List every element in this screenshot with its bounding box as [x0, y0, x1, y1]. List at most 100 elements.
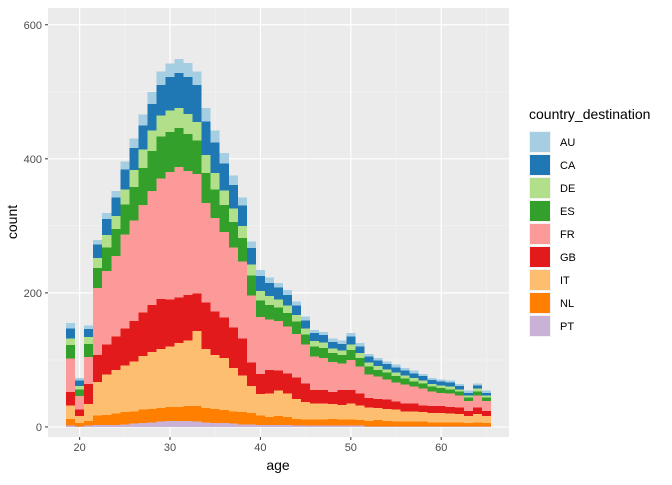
- series-NL: [66, 406, 491, 427]
- bar-PT-26: [129, 423, 139, 427]
- bar-FR-26: [129, 220, 139, 322]
- bar-NL-53: [373, 420, 383, 427]
- bar-AU-33: [192, 71, 202, 86]
- bar-AU-57: [409, 370, 419, 374]
- bar-NL-54: [382, 420, 392, 427]
- bar-CA-20: [75, 380, 85, 387]
- bar-FR-29: [156, 178, 166, 299]
- bar-GB-44: [292, 377, 302, 399]
- bar-AU-31: [174, 58, 184, 74]
- bar-IT-42: [273, 390, 284, 417]
- bar-CA-26: [129, 148, 139, 171]
- bar-ES-48: [328, 353, 338, 362]
- bar-DE-27: [138, 149, 148, 169]
- bar-IT-29: [156, 349, 166, 409]
- bar-FR-41: [264, 319, 274, 370]
- bar-NL-64: [472, 422, 482, 427]
- bar-DE-35: [210, 172, 220, 190]
- y-tick-label: 0: [36, 422, 42, 434]
- bar-DE-52: [364, 362, 374, 367]
- bar-GB-49: [337, 390, 347, 405]
- bar-CA-65: [481, 392, 491, 396]
- bar-PT-64: [472, 426, 482, 427]
- bar-CA-29: [156, 85, 166, 116]
- bar-DE-60: [436, 385, 446, 389]
- bar-DE-45: [301, 328, 311, 335]
- bar-IT-31: [174, 343, 184, 407]
- bar-NL-33: [192, 406, 202, 422]
- bar-ES-32: [183, 134, 193, 171]
- bar-FR-19: [66, 358, 76, 393]
- bar-NL-58: [418, 421, 428, 427]
- bar-DE-23: [102, 235, 112, 248]
- bar-FR-27: [138, 205, 148, 313]
- bar-GB-38: [237, 338, 247, 376]
- bar-FR-48: [328, 361, 338, 393]
- bar-PT-47: [319, 425, 329, 427]
- bar-GB-35: [210, 311, 220, 356]
- bar-CA-58: [418, 376, 428, 381]
- bar-DE-42: [273, 299, 284, 308]
- bar-CA-22: [93, 244, 103, 259]
- bar-GB-59: [427, 406, 437, 413]
- bar-NL-37: [228, 411, 238, 424]
- bar-PT-46: [310, 425, 320, 427]
- bar-FR-23: [102, 270, 112, 345]
- y-tick-label: 200: [24, 288, 42, 300]
- bar-IT-59: [427, 412, 437, 423]
- bar-IT-57: [409, 411, 419, 422]
- bar-NL-65: [481, 422, 491, 427]
- legend: country_destination AU CA DE ES FR GB IT NL PT: [529, 106, 650, 337]
- bar-FR-21: [84, 357, 94, 385]
- bar-NL-30: [165, 406, 175, 421]
- bar-AU-52: [364, 353, 374, 357]
- bar-ES-53: [373, 369, 383, 377]
- legend-key-FR: [530, 224, 550, 244]
- bar-IT-30: [165, 346, 175, 407]
- bar-PT-27: [138, 422, 148, 427]
- bar-DE-39: [246, 264, 256, 276]
- bar-DE-50: [346, 344, 356, 350]
- y-axis-title: count: [4, 205, 20, 239]
- bar-FR-60: [436, 392, 446, 407]
- bar-FR-28: [147, 190, 157, 305]
- bar-PT-43: [283, 424, 293, 427]
- bar-NL-19: [66, 418, 76, 426]
- bar-NL-43: [283, 416, 293, 425]
- bar-FR-57: [409, 386, 419, 404]
- bar-CA-27: [138, 125, 148, 150]
- bar-FR-42: [273, 321, 284, 371]
- bars: [66, 58, 491, 427]
- bar-CA-21: [84, 329, 94, 338]
- bar-IT-52: [364, 407, 374, 421]
- bar-DE-62: [454, 389, 464, 392]
- bar-CA-59: [427, 380, 437, 385]
- bar-ES-59: [427, 386, 437, 392]
- bar-DE-32: [183, 113, 193, 135]
- bar-GB-20: [75, 409, 85, 417]
- bar-GB-52: [364, 398, 374, 408]
- bar-IT-37: [228, 367, 238, 412]
- bar-IT-38: [237, 375, 247, 413]
- bar-DE-63: [463, 395, 473, 398]
- bar-NL-61: [445, 422, 455, 427]
- bar-DE-34: [201, 154, 211, 173]
- bar-AU-45: [301, 316, 311, 321]
- bar-CA-50: [346, 336, 356, 345]
- bar-AU-47: [319, 331, 329, 336]
- bar-ES-65: [481, 397, 491, 401]
- bar-PT-41: [264, 424, 274, 427]
- bar-IT-47: [319, 403, 329, 420]
- bar-AU-23: [102, 213, 112, 220]
- legend-label-FR: FR: [560, 229, 575, 241]
- bar-AU-38: [237, 197, 247, 206]
- bar-CA-64: [472, 385, 482, 389]
- bar-ES-58: [418, 383, 428, 389]
- bar-CA-57: [409, 373, 419, 379]
- bar-AU-58: [418, 373, 428, 377]
- bar-ES-49: [337, 355, 347, 364]
- bar-PT-50: [346, 425, 356, 427]
- bar-PT-60: [436, 426, 446, 427]
- bar-FR-37: [228, 247, 238, 328]
- bar-IT-65: [481, 416, 491, 423]
